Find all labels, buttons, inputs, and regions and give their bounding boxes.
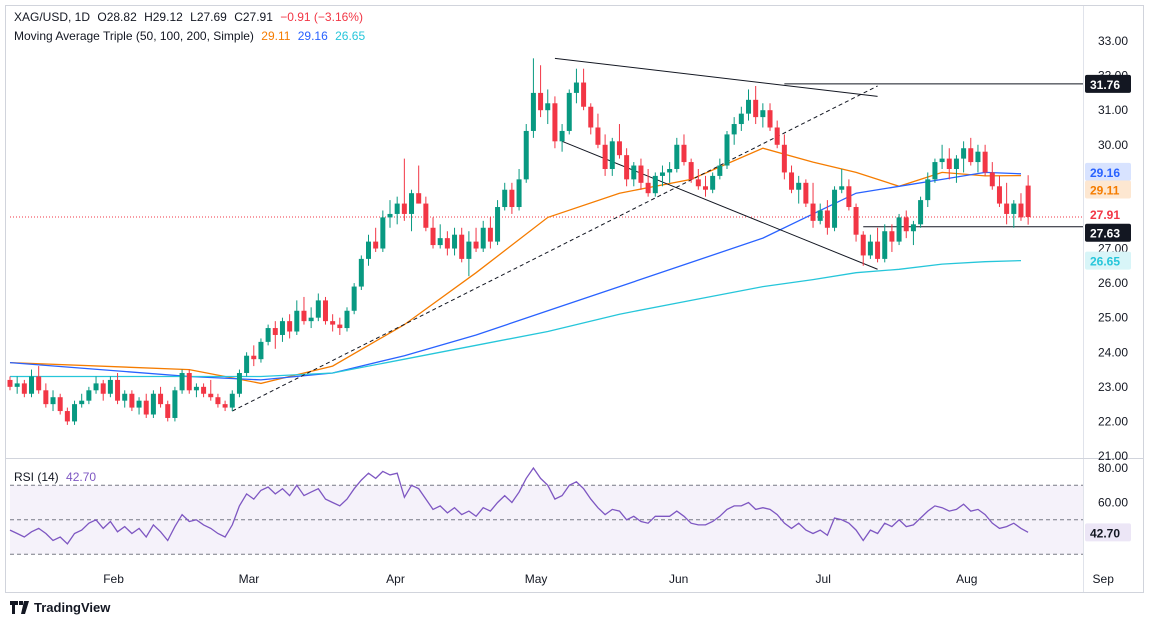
price-axis-separator xyxy=(1083,6,1084,592)
rsi-label[interactable]: RSI (14) xyxy=(14,470,59,484)
rsi-value: 42.70 xyxy=(66,470,97,484)
rsi-legend[interactable]: RSI (14) 42.70 xyxy=(14,470,100,484)
symbol-legend[interactable]: XAG/USD, 1D O28.82 H29.12 L27.69 C27.91 … xyxy=(14,10,367,24)
ma-legend[interactable]: Moving Average Triple (50, 100, 200, Sim… xyxy=(14,29,369,43)
ma-label[interactable]: Moving Average Triple (50, 100, 200, Sim… xyxy=(14,29,254,43)
symbol-label[interactable]: XAG/USD, 1D xyxy=(14,10,91,24)
ohlc-open: O28.82 xyxy=(97,10,137,24)
ohlc-close: C27.91 xyxy=(234,10,273,24)
ma100-value: 29.16 xyxy=(297,29,328,43)
ohlc-low: L27.69 xyxy=(190,10,227,24)
ohlc-change: −0.91 (−3.16%) xyxy=(280,10,363,24)
ma200-value: 26.65 xyxy=(335,29,366,43)
tradingview-branding[interactable]: TradingView xyxy=(10,600,110,615)
pane-separator[interactable] xyxy=(6,458,1143,459)
tradingview-text: TradingView xyxy=(34,600,111,615)
ohlc-high: H29.12 xyxy=(144,10,183,24)
tradingview-logo-icon xyxy=(10,601,29,614)
chart-frame xyxy=(5,5,1144,593)
ma50-value: 29.11 xyxy=(261,29,291,43)
